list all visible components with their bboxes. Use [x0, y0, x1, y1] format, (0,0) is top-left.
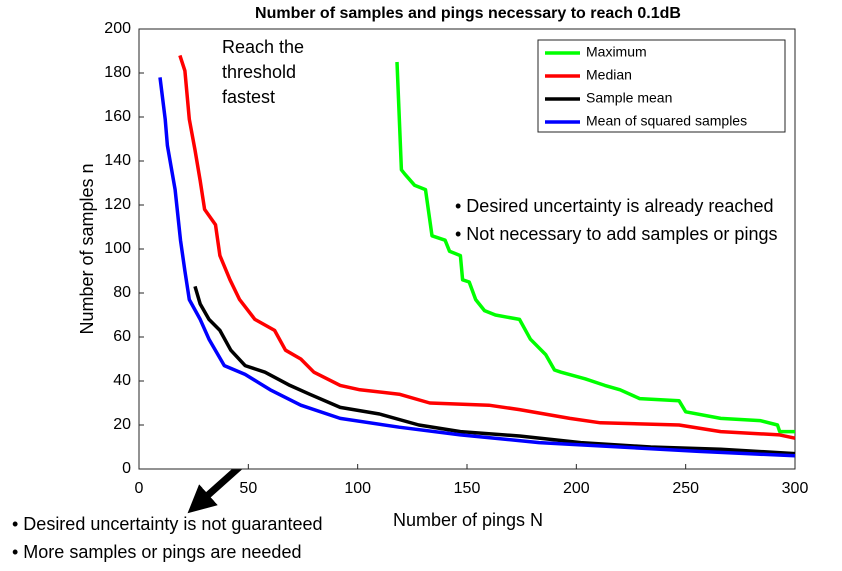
y-tick-label: 180: [104, 64, 131, 81]
legend-label: Sample mean: [586, 90, 672, 106]
y-tick-label: 60: [113, 328, 131, 345]
annotation: threshold: [222, 62, 296, 82]
legend-label: Median: [586, 67, 632, 83]
y-tick-label: 80: [113, 284, 131, 301]
x-tick-label: 250: [672, 480, 699, 497]
y-tick-label: 140: [104, 152, 131, 169]
x-axis-label: Number of pings N: [393, 510, 543, 530]
y-tick-label: 0: [122, 460, 131, 477]
annotation: • Desired uncertainty is already reached: [455, 196, 773, 216]
annotation: Reach the: [222, 37, 304, 57]
y-tick-label: 100: [104, 240, 131, 257]
legend-label: Mean of squared samples: [586, 113, 747, 129]
x-tick-label: 0: [135, 480, 144, 497]
x-tick-label: 150: [454, 480, 481, 497]
annotation: • Desired uncertainty is not guaranteed: [12, 514, 322, 534]
y-axis-label: Number of samples n: [77, 163, 97, 334]
y-tick-label: 40: [113, 372, 131, 389]
annotation: • Not necessary to add samples or pings: [455, 224, 777, 244]
series-line: [395, 61, 795, 434]
legend-box: [537, 39, 786, 133]
x-tick-label: 300: [782, 480, 809, 497]
annotation: fastest: [222, 87, 275, 107]
y-tick-label: 200: [104, 20, 131, 37]
x-tick-label: 50: [239, 480, 257, 497]
y-tick-label: 120: [104, 196, 131, 213]
annotation: • More samples or pings are needed: [12, 542, 301, 562]
chart-title: Number of samples and pings necessary to…: [255, 5, 681, 22]
y-tick-label: 160: [104, 108, 131, 125]
series-line: [178, 54, 796, 440]
series-line: [193, 285, 796, 456]
series-line: [158, 77, 796, 458]
legend-label: Maximum: [586, 44, 647, 60]
y-tick-label: 20: [113, 416, 131, 433]
x-tick-label: 200: [563, 480, 590, 497]
x-tick-label: 100: [344, 480, 371, 497]
